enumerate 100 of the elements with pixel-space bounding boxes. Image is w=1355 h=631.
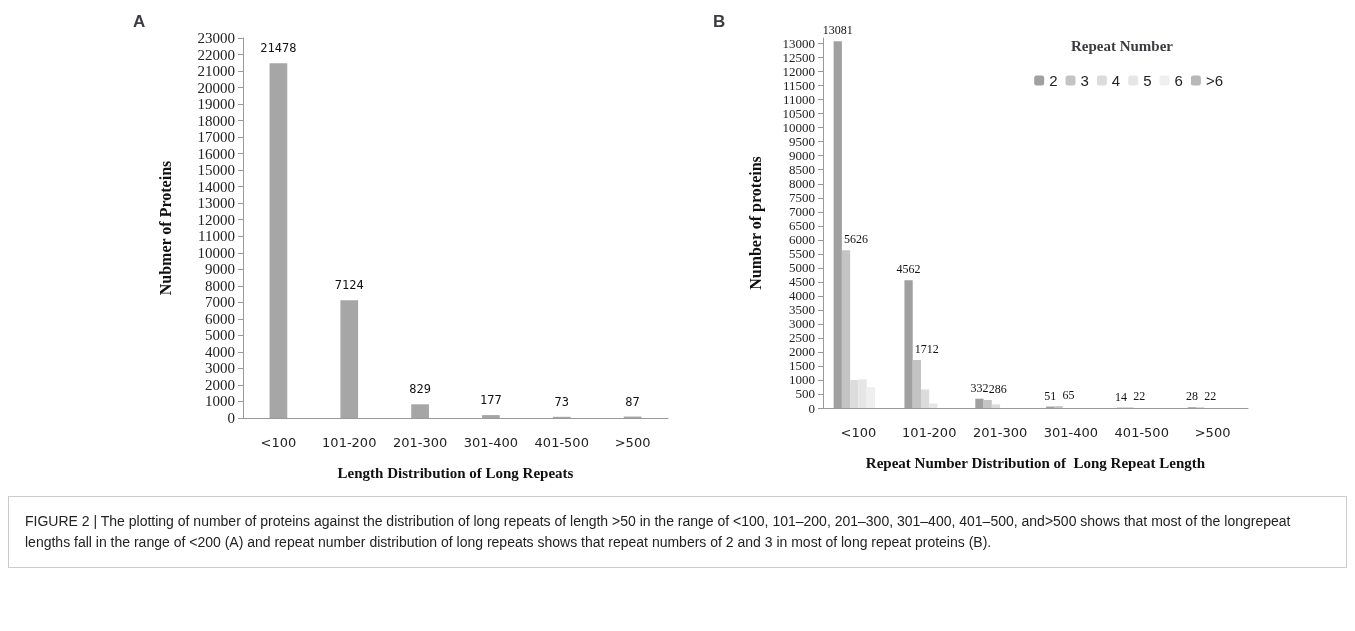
x-axis-title: Repeat Number Distribution of Long Repeat Length [865,455,1206,471]
x-tick-label: 401-500 [534,435,589,450]
legend-label: 4 [1111,72,1121,89]
x-tick-label: <100 [840,425,877,440]
legend-label: >6 [1205,72,1224,89]
data-label: 28 [1185,389,1198,404]
y-tick-label: 12000 [197,211,235,228]
bar [411,404,429,418]
data-label: 286 [988,381,1007,396]
y-tick-label: 10000 [782,120,815,136]
data-label: 5626 [844,232,869,247]
legend-label: 6 [1174,72,1183,89]
legend-label: 3 [1080,72,1089,89]
chart-title: B [713,12,726,31]
y-tick-label: 5500 [789,246,815,262]
data-label: 14 [1115,389,1128,404]
x-tick-label: >500 [1194,425,1231,440]
y-tick-label: 6500 [789,218,815,234]
y-tick-label: 14000 [197,178,235,195]
y-tick-label: 15000 [197,162,235,179]
y-tick-label: 1000 [789,372,815,388]
bar [340,300,359,418]
y-tick-label: 500 [795,386,815,402]
y-tick-label: 0 [808,400,815,416]
y-tick-label: 8000 [789,176,815,192]
y-tick-label: 1000 [205,393,235,410]
y-tick-label: 12500 [782,50,815,66]
y-tick-label: 9500 [789,134,815,150]
y-tick-label: 3000 [789,316,815,332]
y-tick-label: 4000 [205,343,235,360]
y-tick-label: 10500 [782,106,815,122]
y-tick-label: 3000 [205,360,235,377]
y-tick-label: 7000 [205,294,235,311]
y-tick-label: 11500 [782,78,815,94]
y-tick-label: 4500 [789,274,815,290]
y-tick-label: 2000 [205,376,235,393]
y-tick-label: 9000 [205,261,235,278]
y-tick-label: 12000 [782,64,815,80]
legend-label: 5 [1143,72,1152,89]
y-tick-label: 11000 [782,92,815,108]
y-tick-label: 5000 [789,260,815,276]
data-label: 829 [409,382,431,397]
x-tick-label: 201-300 [972,425,1028,440]
y-axis-title: Nubmer of Proteins [156,160,174,296]
y-tick-label: 21000 [197,63,235,80]
y-tick-label: 19000 [197,96,235,113]
y-tick-label: 20000 [197,79,235,96]
bar [482,415,500,418]
data-label: 13081 [822,23,853,38]
data-label: 1712 [914,342,939,357]
data-label: 4562 [896,262,921,277]
legend-title: Repeat Number [1070,37,1174,54]
data-label: 87 [625,394,640,409]
caption: FIGURE 2 | The plotting of number of proteins against the distribution of long repeats of length >50 in the range of <100, 101–200, 201–300, 301–400, 401–500, and>500 shows that most of the longrepeat lengths fall in the range of <200 (A) and repeat number distribution of long repeats shows that repeat numbers of 2 and 3 in most of long repeat proteins (B). [8,496,1347,568]
y-tick-label: 5000 [205,327,235,344]
data-label: 22 [1133,389,1146,404]
y-tick-label: 1500 [789,358,815,374]
y-tick-label: 9000 [789,148,815,164]
data-label: 21478 [260,41,297,56]
y-tick-label: 13000 [197,195,235,212]
legend-label: 2 [1049,72,1058,89]
y-tick-label: 13000 [782,36,815,52]
bar [912,360,921,408]
x-tick-label: 101-200 [322,435,377,450]
bar [841,250,851,408]
y-tick-label: 8000 [205,277,235,294]
data-label: 73 [554,394,569,409]
y-tick-label: 2500 [789,330,815,346]
data-label: 51 [1044,388,1057,403]
bar [983,399,992,408]
x-tick-label: 301-400 [1043,425,1099,440]
data-label: 332 [970,380,989,395]
y-tick-label: 10000 [197,244,235,261]
y-tick-label: 4000 [789,288,815,304]
y-tick-label: 6000 [205,310,235,327]
y-axis-title: Number of proteins [746,156,765,290]
data-label: 65 [1062,388,1075,403]
y-tick-label: 18000 [197,112,235,129]
y-tick-label: 17000 [197,129,235,146]
y-tick-label: 7000 [789,204,815,220]
chart-title: A [133,12,146,31]
y-tick-label: 22000 [197,46,235,63]
y-tick-label: 3500 [789,302,815,318]
y-tick-label: 11000 [198,228,235,245]
bar [991,404,1001,408]
y-tick-label: 2000 [789,344,815,360]
data-label: 177 [480,393,502,408]
y-tick-label: 0 [227,410,235,426]
y-tick-label: 7500 [789,190,815,206]
x-tick-label: 101-200 [902,425,957,440]
bar [269,63,288,418]
x-tick-label: <100 [260,435,297,450]
y-tick-label: 8500 [789,162,815,178]
data-label: 7124 [334,278,364,293]
x-tick-label: 201-300 [392,435,448,450]
y-tick-label: 23000 [197,30,235,46]
x-tick-label: 401-500 [1114,425,1169,440]
x-axis-title: Length Distribution of Long Repeats [337,465,574,481]
x-tick-label: 301-400 [463,435,519,450]
data-label: 22 [1204,389,1217,404]
